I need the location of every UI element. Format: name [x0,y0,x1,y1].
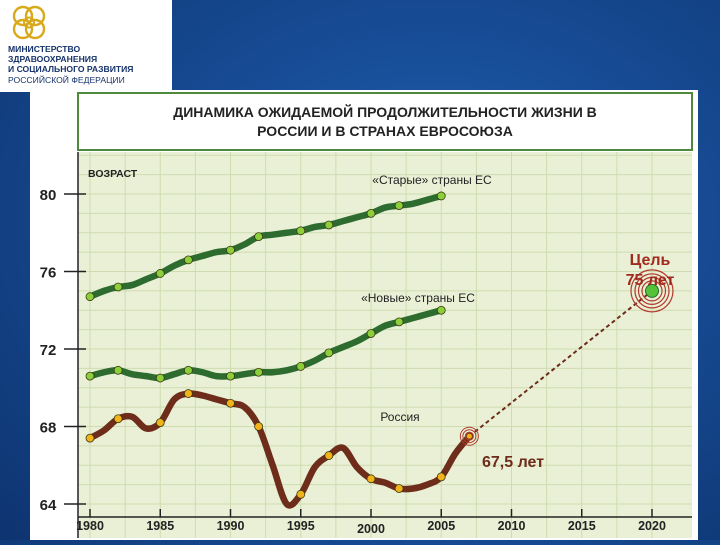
goal-dot [645,283,659,298]
x-tick-label: 1985 [146,519,174,533]
series-label-russia: Россия [380,410,419,424]
data-point-old-eu [155,269,165,278]
data-point-new-eu [85,371,95,381]
x-tick-label: 2010 [498,519,526,533]
ministry-line: РОССИЙСКОЙ ФЕДЕРАЦИИ [8,74,125,85]
data-point-new-eu [226,371,235,381]
x-tick-label: 1995 [287,519,315,533]
x-tick-label: 1980 [76,519,104,533]
data-point-new-eu [155,373,165,383]
x-tick-label: 2015 [568,519,596,533]
life-expectancy-chart: ДИНАМИКА ОЖИДАЕМОЙ ПРОДОЛЖИТЕЛЬНОСТИ ЖИЗ… [40,92,693,538]
data-point-new-eu [183,365,193,375]
goal-value-label: 75 лет [626,272,675,289]
x-tick-label: 2020 [638,519,666,533]
data-point-old-eu [85,292,95,302]
goal-ring [641,280,663,302]
y-tick-label: 64 [40,497,57,514]
data-point-old-eu [394,201,404,211]
series-line-russia [86,390,473,509]
series-line-new-eu [86,307,445,382]
data-point-new-eu [436,305,446,315]
ministry-emblem-icon [12,5,46,40]
ministry-line: МИНИСТЕРСТВО [8,44,81,54]
goal-ring [630,269,674,313]
x-tick-label: 2005 [427,519,455,533]
y-tick-label: 72 [40,342,57,359]
data-point-russia [296,489,306,499]
data-point-old-eu [183,255,193,265]
x-tick-label: 1990 [217,519,245,533]
data-point-russia [394,484,404,493]
chart-panel: ДИНАМИКА ОЖИДАЕМОЙ ПРОДОЛЖИТЕЛЬНОСТИ ЖИЗ… [30,90,698,540]
y-tick-label: 68 [40,420,57,437]
projection-line [468,290,653,437]
data-point-russia [85,433,95,443]
chart-title-line-2: РОССИИ И В СТРАНАХ ЕВРОСОЮЗА [257,123,513,139]
data-point-new-eu [366,329,376,338]
labels-layer: «Старые» страны ЕС «Новые» страны ЕС Рос… [361,173,674,471]
goal-ring [634,273,670,309]
current-dot [465,432,473,440]
current-value-label: 67,5 лет [482,454,544,471]
y-tick-label: 80 [40,187,57,204]
goal-marker [630,269,674,313]
grid [78,152,692,538]
current-ring [459,426,479,446]
goal-label: Цель [630,252,671,269]
data-point-russia [324,451,334,460]
data-point-new-eu [394,317,404,327]
current-ring [464,431,474,441]
ministry-line: И СОЦИАЛЬНОГО РАЗВИТИЯ [8,64,134,75]
current-ring [462,429,477,444]
title-box [77,92,693,151]
data-point-russia [436,472,446,482]
data-point-russia [155,418,165,428]
y-tick-label: 76 [40,265,57,282]
data-point-new-eu [296,362,306,371]
y-axis-label: ВОЗРАСТ [88,168,138,180]
series-label-new-eu: «Новые» страны ЕС [361,291,475,305]
data-point-old-eu [366,208,376,218]
data-point-new-eu [324,348,334,358]
data-point-russia [226,398,235,408]
x-tick-label: 2000 [357,522,385,536]
series-line-old-eu [86,192,445,300]
series-layer [85,191,474,509]
ministry-line: ЗДРАВООХРАНЕНИЯ [8,54,98,65]
axes: 64 68 72 76 80 1980 1985 1990 1995 2000 2005 2010 20… [40,152,692,538]
series-label-old-eu: «Старые» страны ЕС [372,173,492,187]
goal-ring [637,276,667,305]
data-point-new-eu [113,365,123,375]
data-point-russia [113,414,123,424]
data-point-russia [254,422,264,431]
ministry-logo-panel: МИНИСТЕРСТВО ЗДРАВООХРАНЕНИЯ И СОЦИАЛЬНО… [0,0,172,92]
data-point-old-eu [226,245,235,255]
current-marker [459,426,479,446]
chart-title-line-1: ДИНАМИКА ОЖИДАЕМОЙ ПРОДОЛЖИТЕЛЬНОСТИ ЖИЗ… [173,103,597,120]
ministry-name: МИНИСТЕРСТВО ЗДРАВООХРАНЕНИЯ И СОЦИАЛЬНО… [8,44,172,85]
data-point-old-eu [113,282,123,292]
data-point-old-eu [254,232,264,242]
data-point-russia [183,389,193,398]
data-point-russia [366,474,376,484]
chart-area-background [78,152,692,538]
data-point-old-eu [324,220,334,230]
data-point-new-eu [254,367,264,377]
data-point-old-eu [296,226,306,236]
data-point-old-eu [436,191,446,201]
